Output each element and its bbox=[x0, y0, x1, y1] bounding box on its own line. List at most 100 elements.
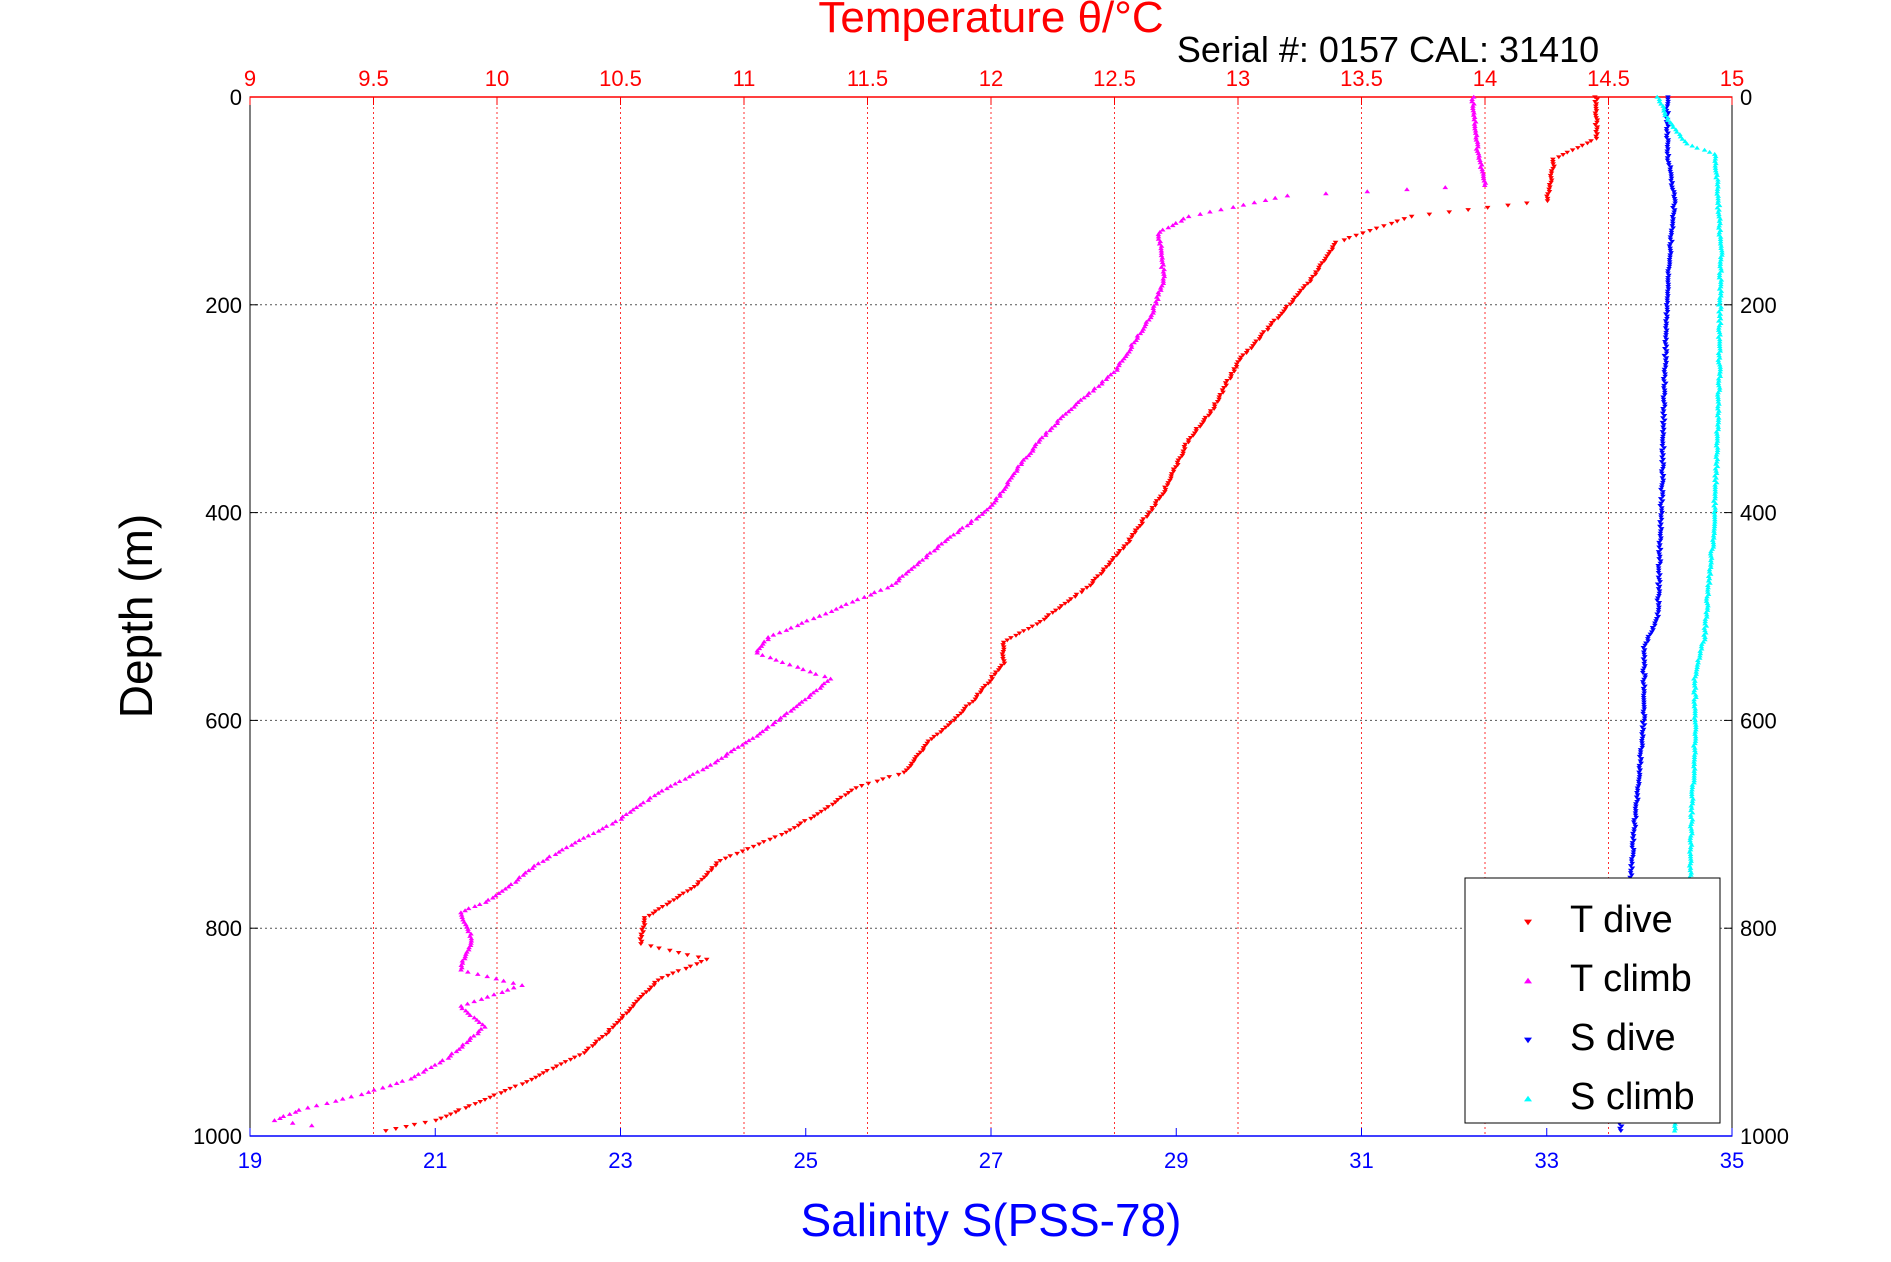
data-point bbox=[1664, 296, 1671, 301]
data-point bbox=[1661, 370, 1668, 374]
data-point bbox=[1636, 763, 1643, 768]
data-point bbox=[1690, 690, 1697, 695]
data-point bbox=[1169, 223, 1176, 228]
data-point bbox=[1297, 288, 1304, 293]
right-tick-label: 400 bbox=[1740, 501, 1777, 526]
data-point bbox=[461, 956, 468, 961]
data-point bbox=[1287, 302, 1294, 307]
data-point bbox=[1691, 755, 1698, 760]
data-point bbox=[1640, 682, 1647, 687]
data-point bbox=[627, 809, 634, 814]
data-point bbox=[1664, 149, 1671, 154]
data-point bbox=[945, 723, 952, 728]
data-point bbox=[1702, 619, 1709, 624]
data-point bbox=[992, 672, 998, 677]
data-point bbox=[924, 553, 930, 557]
data-point bbox=[1640, 668, 1646, 673]
data-point bbox=[804, 618, 810, 623]
data-point bbox=[1657, 561, 1664, 566]
data-point bbox=[1659, 430, 1666, 435]
data-point bbox=[459, 1044, 465, 1049]
data-point bbox=[490, 895, 496, 900]
data-point bbox=[1689, 782, 1696, 787]
data-point bbox=[1705, 603, 1711, 608]
data-point bbox=[1099, 379, 1106, 384]
data-point bbox=[1669, 215, 1676, 219]
data-point bbox=[993, 498, 999, 503]
data-point bbox=[1665, 99, 1671, 104]
data-point bbox=[656, 907, 662, 912]
data-point bbox=[1716, 353, 1722, 358]
data-point bbox=[550, 1066, 556, 1071]
data-point bbox=[1469, 99, 1475, 104]
data-point bbox=[1660, 464, 1667, 469]
data-point bbox=[1664, 145, 1671, 149]
data-point bbox=[1631, 829, 1637, 834]
data-point bbox=[308, 1123, 315, 1128]
data-point bbox=[1308, 277, 1314, 282]
data-point bbox=[1660, 467, 1666, 471]
data-point bbox=[1716, 212, 1722, 217]
data-point bbox=[781, 713, 788, 718]
data-point bbox=[590, 831, 597, 835]
top-tick-label: 10 bbox=[485, 66, 509, 91]
data-point bbox=[972, 697, 979, 702]
data-point bbox=[1473, 135, 1479, 140]
data-point bbox=[1121, 544, 1128, 549]
data-point bbox=[1662, 346, 1668, 351]
data-point bbox=[1714, 186, 1721, 191]
data-point bbox=[1656, 540, 1662, 545]
top-tick-label: 14.5 bbox=[1587, 66, 1630, 91]
data-point bbox=[1672, 1121, 1678, 1126]
data-point bbox=[1692, 738, 1699, 743]
data-point bbox=[1691, 697, 1697, 702]
data-point bbox=[1670, 217, 1677, 222]
data-point bbox=[1692, 706, 1699, 711]
data-point bbox=[1632, 824, 1639, 829]
data-point bbox=[1148, 315, 1154, 320]
data-point bbox=[1717, 241, 1724, 246]
data-point bbox=[1065, 599, 1072, 604]
data-point bbox=[1667, 253, 1673, 258]
data-point bbox=[1634, 793, 1641, 798]
data-point bbox=[1243, 351, 1250, 355]
data-point bbox=[683, 966, 689, 971]
data-point bbox=[1641, 716, 1648, 721]
data-point bbox=[641, 918, 648, 923]
data-point bbox=[1660, 490, 1666, 495]
data-point bbox=[1275, 316, 1281, 321]
data-point bbox=[722, 753, 729, 758]
data-point bbox=[1617, 1126, 1623, 1131]
data-point bbox=[1167, 478, 1173, 483]
data-point bbox=[1015, 464, 1021, 469]
data-point bbox=[1158, 248, 1165, 253]
data-point bbox=[1663, 351, 1670, 356]
data-point bbox=[1715, 179, 1721, 184]
data-point bbox=[1159, 257, 1165, 262]
data-point bbox=[793, 704, 800, 709]
data-point bbox=[1579, 143, 1586, 148]
data-point bbox=[665, 973, 671, 978]
data-point bbox=[813, 688, 820, 693]
data-point bbox=[1665, 276, 1671, 280]
data-point bbox=[1716, 362, 1723, 367]
data-point bbox=[664, 902, 670, 907]
data-point bbox=[1717, 364, 1724, 369]
data-point bbox=[1705, 574, 1712, 578]
data-point bbox=[1593, 102, 1600, 107]
data-point bbox=[1408, 214, 1415, 219]
data-point bbox=[1524, 201, 1530, 206]
data-point bbox=[572, 840, 578, 845]
data-point bbox=[1668, 183, 1675, 188]
data-point bbox=[1283, 304, 1290, 309]
data-point bbox=[1162, 487, 1169, 492]
data-point bbox=[1654, 612, 1660, 617]
data-point bbox=[1319, 261, 1325, 266]
data-point bbox=[1663, 321, 1670, 326]
data-point bbox=[1663, 349, 1670, 354]
data-point bbox=[1663, 126, 1670, 131]
data-point bbox=[1659, 437, 1666, 441]
data-point bbox=[612, 819, 619, 824]
data-point bbox=[1231, 367, 1237, 372]
data-point bbox=[519, 983, 525, 988]
